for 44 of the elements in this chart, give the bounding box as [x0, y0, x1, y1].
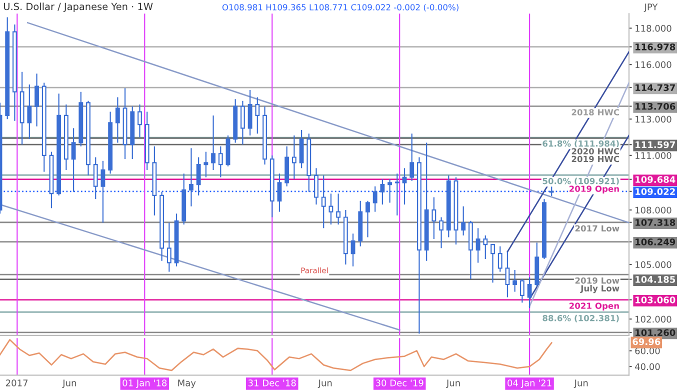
y-tick-label: 113.000 — [636, 116, 672, 123]
text: 69.96 — [632, 338, 660, 346]
x-tick-label: Jun — [62, 380, 76, 388]
ref-line-label: 2017 Low — [575, 225, 620, 232]
x-tick-label: 01 Jan '18 — [122, 380, 167, 388]
y-tick-label: 104.185 — [636, 276, 676, 283]
y-tick-label: 101.260 — [636, 329, 676, 336]
chart-title: U.S. Dollar / Japanese Yen · 1W — [4, 2, 153, 12]
y-tick-label: 105.000 — [636, 261, 672, 268]
x-tick-label: Jun — [574, 380, 588, 388]
x-tick-label: 30 Dec '19 — [376, 380, 424, 386]
y-tick-label: 116.000 — [636, 61, 672, 68]
ref-line-label: 50.0% (109.921) — [542, 178, 619, 186]
ref-line-label: 88.6% (102.381) — [542, 314, 619, 322]
ref-line-label: 2019 HWC — [572, 156, 620, 162]
ref-line-label: 2019 Open — [569, 186, 619, 194]
x-tick-label: Jun — [318, 380, 332, 388]
y-tick-label: 106.249 — [636, 238, 676, 246]
x-tick-label: May — [178, 380, 196, 388]
y-tick-label: 107.318 — [636, 219, 676, 226]
y-axis-title: JPY — [644, 4, 658, 12]
y-tick-label: 113.706 — [636, 102, 676, 110]
y-tick-label: 118.000 — [636, 24, 672, 32]
x-tick-label: 31 Dec '18 — [248, 380, 296, 386]
x-tick-label: Jun — [446, 380, 460, 388]
y-tick-label: 116.978 — [636, 44, 676, 50]
ref-line-label: 2019 Low — [575, 277, 620, 284]
ref-line-label: 2018 HWC — [572, 109, 620, 116]
ref-line-label: July Low — [580, 285, 620, 294]
y-tick-label: 114.737 — [636, 84, 675, 92]
y-tick-label: 111.597 — [636, 141, 675, 148]
ref-line-label: 61.8% (111.984) — [542, 140, 619, 148]
y-tick-label: 109.684 — [636, 176, 676, 183]
ref-line-label: 2021 Open — [569, 302, 619, 311]
y-tick-label: 108.000 — [636, 206, 672, 214]
y-tick-label: 102.000 — [636, 316, 672, 323]
x-tick-label: 04 Jan '21 — [508, 380, 552, 388]
y-tick-label: 109.022 — [636, 188, 675, 195]
chart-subtitle: O108.981 H109.365 L108.771 C109.022 -0.002 (-0.00%) — [222, 4, 458, 12]
y-tick-label: 103.060 — [636, 296, 676, 304]
x-tick-label: 2017 — [6, 380, 28, 386]
y-tick-label: 111.000 — [636, 152, 672, 159]
y-tick-label: 40.00 — [634, 363, 660, 370]
ref-line-label: 2020 HWC — [572, 148, 620, 154]
